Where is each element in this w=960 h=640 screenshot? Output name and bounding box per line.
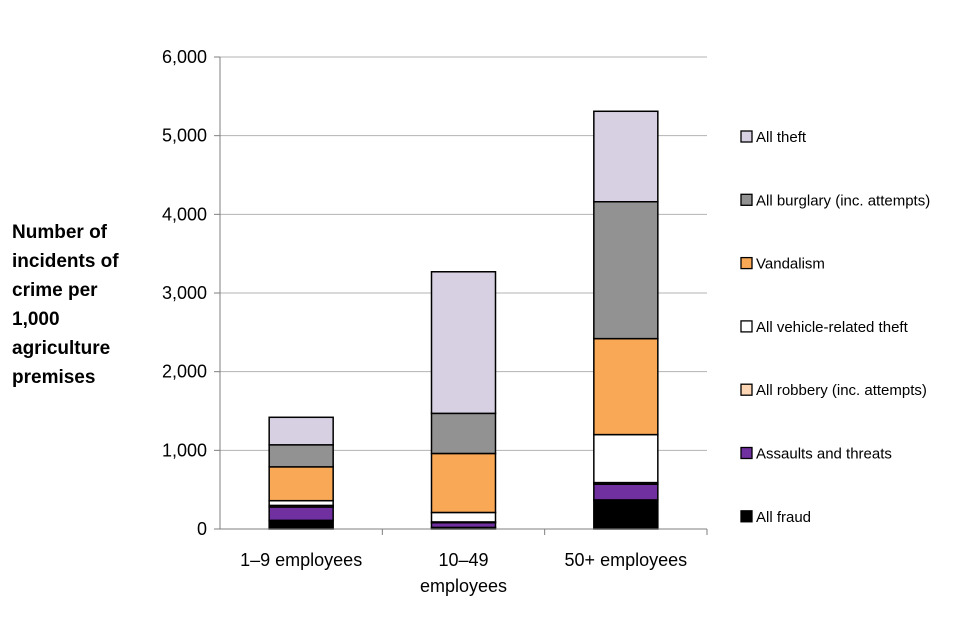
y-tick-label: 4,000 — [162, 204, 207, 224]
bar-segment — [268, 416, 334, 446]
y-axis-label: Number of incidents of crime per 1,000 a… — [12, 222, 119, 388]
bar-segment — [430, 452, 497, 514]
legend-label: All robbery (inc. attempts) — [756, 382, 927, 399]
bar-segment — [430, 412, 497, 455]
bar-segment — [268, 444, 334, 468]
bar-segment — [593, 110, 659, 203]
legend-swatch — [740, 130, 753, 143]
y-tick-label: 3,000 — [162, 283, 207, 303]
legend-label: Vandalism — [756, 256, 825, 273]
bar-segment — [593, 337, 659, 436]
legend-swatch — [740, 193, 753, 206]
legend-swatch — [740, 510, 753, 523]
legend-swatch — [740, 256, 753, 270]
legend-label: All fraud — [756, 509, 811, 526]
bar-segment — [430, 271, 497, 415]
legend-label: All vehicle-related theft — [756, 319, 909, 336]
legend-swatch — [740, 446, 753, 460]
bar-segment — [593, 200, 659, 340]
bar-segment — [268, 466, 334, 502]
x-category-label: 1–9 employees — [240, 550, 362, 570]
bar-segment — [268, 519, 334, 530]
legend-label: All theft — [756, 129, 807, 146]
bar-segment — [593, 499, 659, 530]
legend-label: Assaults and threats — [756, 446, 892, 463]
legend: All theft All burglary (inc. attempts) Van… — [740, 129, 930, 526]
legend-label: All burglary (inc. attempts) — [756, 192, 930, 209]
x-category-label: employees — [420, 576, 507, 596]
bar-segment — [430, 511, 497, 523]
bar-segment — [268, 506, 334, 522]
legend-swatch — [740, 320, 753, 333]
x-category-label: 10–49 — [438, 550, 488, 570]
axes — [214, 56, 708, 535]
bar-segment — [593, 483, 659, 501]
y-tick-label: 5,000 — [162, 126, 207, 146]
y-axis-ticks: 0 1,000 2,000 3,000 4,000 5,000 6,000 — [162, 47, 207, 539]
x-category-label: 50+ employees — [565, 550, 688, 570]
legend-swatch — [740, 383, 753, 396]
x-axis-categories: 1–9 employees 10–49 employees 50+ employees — [240, 550, 687, 596]
bars — [268, 110, 659, 530]
y-tick-label: 6,000 — [162, 47, 207, 67]
y-tick-label: 0 — [197, 519, 207, 539]
y-tick-label: 2,000 — [162, 362, 207, 382]
y-tick-label: 1,000 — [162, 440, 207, 460]
bar-segment — [593, 433, 659, 484]
